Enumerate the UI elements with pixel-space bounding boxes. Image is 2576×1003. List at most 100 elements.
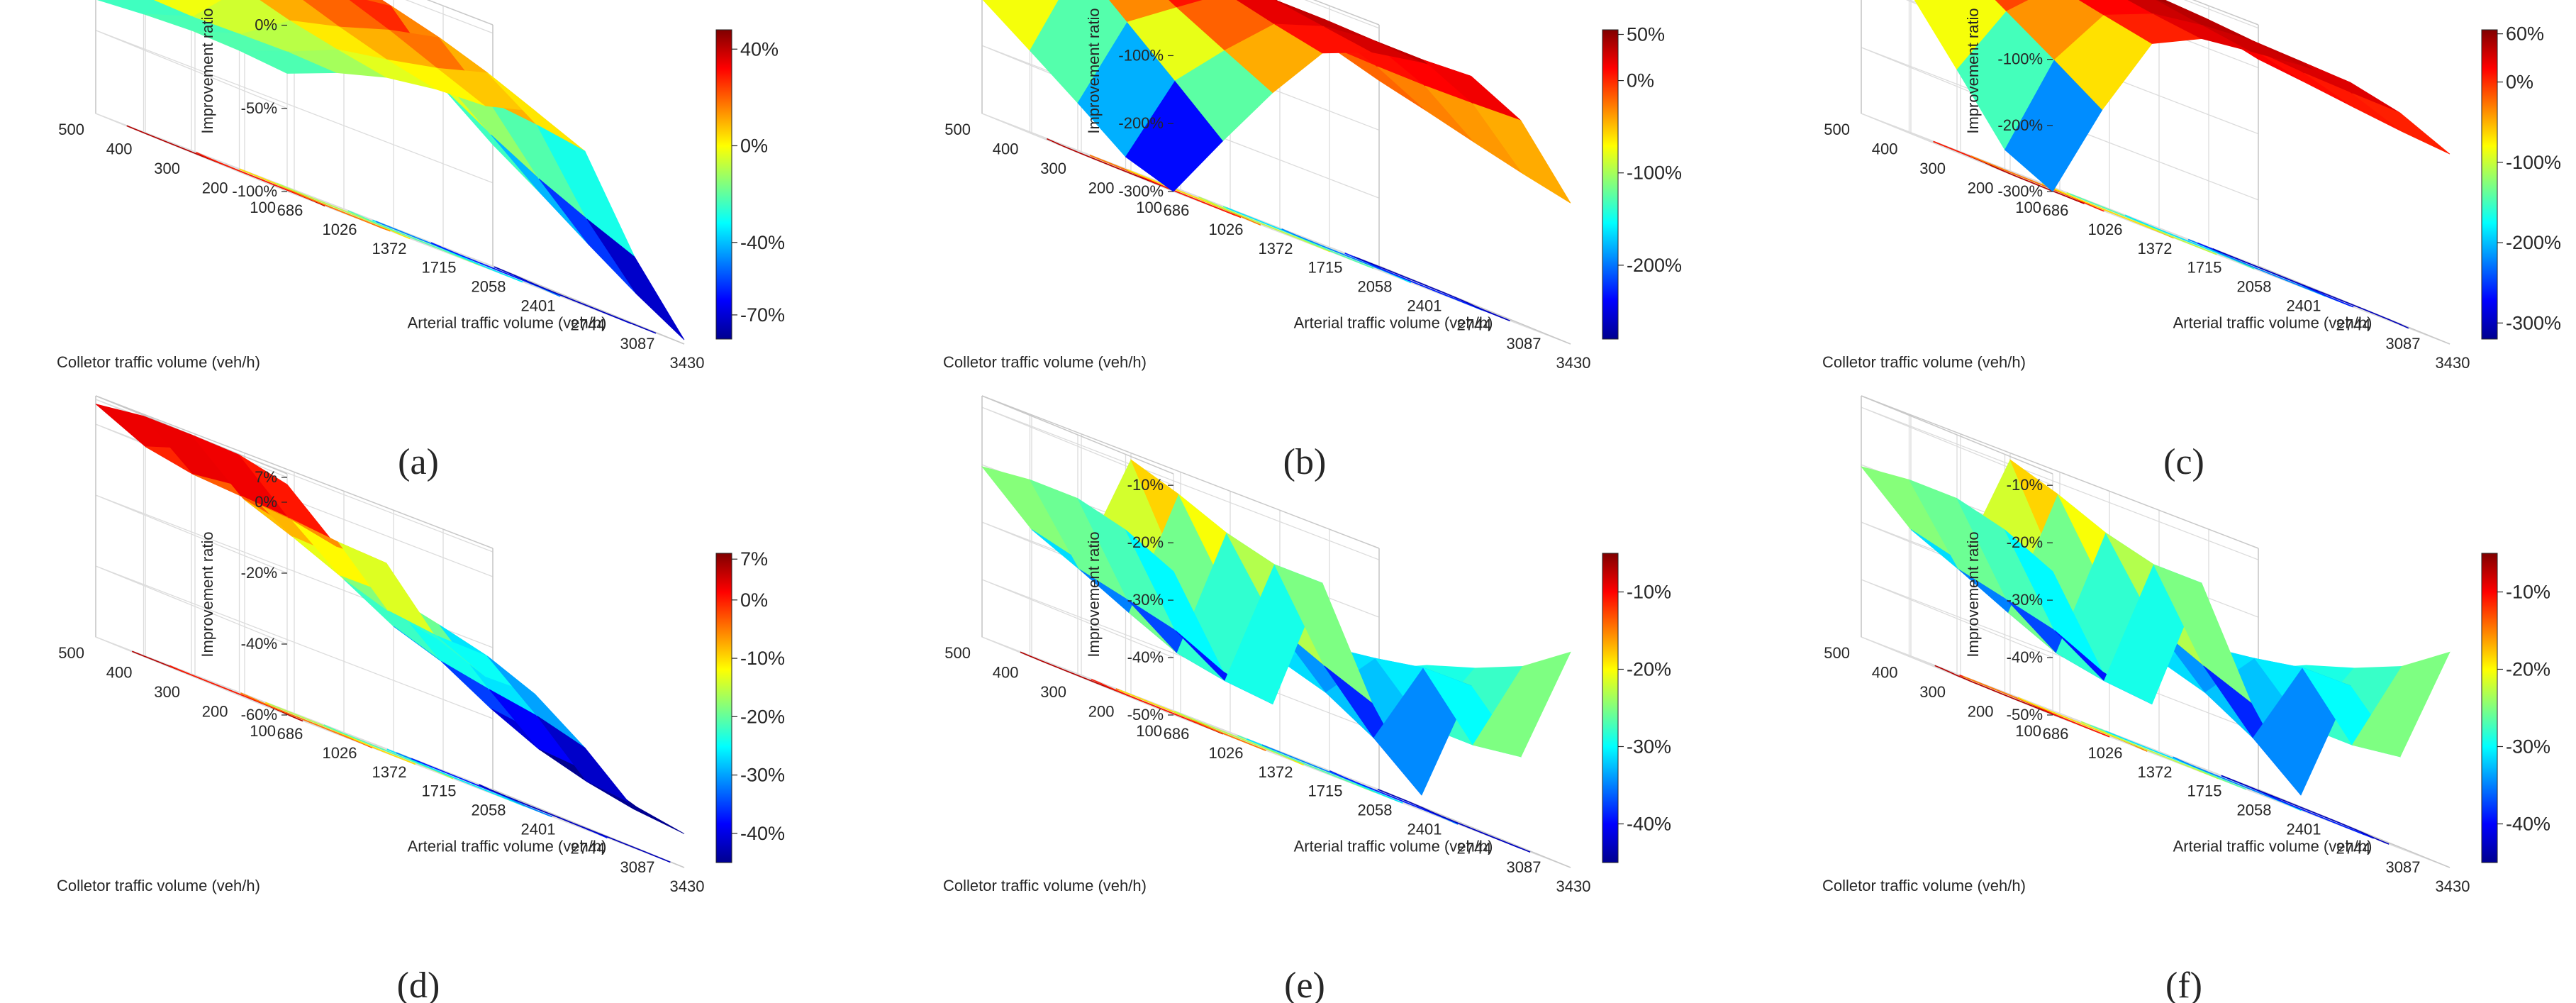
y-tick-label: 400 (993, 664, 1019, 682)
x-tick-label: 1372 (372, 240, 407, 257)
x-tick-label: 1026 (2088, 221, 2123, 238)
x-axis-label: Arterial traffic volume (veh/h) (408, 314, 607, 332)
surface (1914, 0, 2450, 192)
contour-line (479, 784, 671, 863)
x-tick-label: 1372 (2138, 763, 2173, 781)
y-tick-label: 400 (106, 664, 133, 682)
y-tick-label: 100 (1136, 722, 1162, 740)
contour-lines (132, 650, 671, 863)
x-axis-label: Arterial traffic volume (veh/h) (2173, 838, 2373, 855)
z-tick-label: 0% (255, 16, 277, 34)
colorbar (2481, 553, 2498, 863)
y-axis-label: Colletor traffic volume (veh/h) (57, 877, 260, 894)
x-axis-label: Arterial traffic volume (veh/h) (2173, 314, 2373, 332)
z-tick-label: -50% (2007, 706, 2043, 724)
colorbar-tick-label: 7% (740, 548, 768, 570)
y-axis-label: Colletor traffic volume (veh/h) (57, 353, 260, 371)
colorbar-tick-label: -30% (2506, 736, 2550, 758)
colorbar-tick-label: -40% (740, 232, 785, 253)
gridline-y (1908, 0, 2307, 287)
y-tick-label: 500 (58, 121, 84, 138)
x-tick-label: 3430 (2436, 354, 2470, 372)
z-tick-label: -200% (1997, 116, 2043, 134)
x-tick-label: 2058 (1358, 802, 1393, 819)
z-tick-label: -60% (241, 706, 277, 724)
x-tick-label: 686 (1164, 725, 1190, 743)
panel-label: (d) (397, 965, 440, 1003)
y-tick-label: 300 (154, 683, 180, 701)
z-tick-label: 0% (255, 493, 277, 511)
z-axis-label: Improvement ratio (1085, 531, 1103, 657)
x-tick-label: 2401 (1407, 297, 1442, 314)
colorbar-tick-label: 40% (740, 38, 779, 60)
y-tick-label: 300 (1919, 683, 1946, 701)
colorbar (715, 29, 732, 340)
surface (981, 459, 1571, 796)
x-tick-label: 3087 (620, 858, 655, 876)
z-axis-label: Improvement ratio (199, 8, 216, 133)
y-tick-label: 500 (944, 644, 971, 662)
colorbar-tick-label: -300% (2506, 312, 2561, 333)
z-tick-label: -50% (241, 99, 277, 117)
colorbar-tick-label: -10% (740, 648, 785, 669)
z-axis-label: Improvement ratio (1964, 8, 1982, 133)
colorbar-tick-label: 0% (740, 135, 768, 157)
y-axis-label: Colletor traffic volume (veh/h) (1822, 353, 2026, 371)
z-tick-label: -20% (2007, 533, 2043, 551)
x-tick-label: 3087 (1507, 335, 1541, 353)
x-tick-label: 3087 (2386, 335, 2421, 353)
x-axis-label: Arterial traffic volume (veh/h) (1294, 314, 1493, 332)
panel-label: (f) (2165, 965, 2202, 1003)
box-edge (1861, 395, 2259, 549)
colorbar-tick-label: -40% (1627, 814, 1671, 835)
x-tick-label: 3430 (1556, 354, 1591, 372)
colorbar-tick-label: -20% (1627, 659, 1671, 680)
box-edge (981, 395, 1174, 475)
x-tick-label: 2744 (1457, 316, 1492, 333)
colorbar-tick-label: -30% (1627, 736, 1671, 758)
contour-lines (1047, 138, 1510, 321)
contour-lines (1933, 140, 2409, 329)
z-tick-label: -20% (241, 564, 277, 582)
y-axis-label: Colletor traffic volume (veh/h) (943, 877, 1147, 894)
z-tick-label: -100% (1997, 50, 2043, 68)
z-tick-label: -10% (1127, 476, 1164, 494)
colorbar-tick-label: 0% (2506, 72, 2533, 93)
z-tick-label: -100% (1118, 46, 1164, 64)
x-tick-label: 2401 (521, 297, 556, 314)
x-tick-label: 2058 (2237, 802, 2272, 819)
x-axis-label: Arterial traffic volume (veh/h) (408, 838, 607, 855)
x-tick-label: 2058 (472, 278, 506, 296)
x-tick-label: 3430 (670, 354, 705, 372)
x-tick-label: 1026 (323, 221, 357, 238)
z-axis-label: Improvement ratio (199, 531, 216, 657)
x-tick-label: 1715 (1308, 259, 1343, 277)
y-tick-label: 200 (202, 179, 228, 197)
panel-label: (b) (1283, 442, 1327, 482)
y-tick-label: 400 (1872, 140, 1898, 158)
contour-line (2221, 775, 2390, 845)
surface-patch (1169, 0, 1205, 8)
z-tick-label: 0% (2020, 0, 2043, 2)
y-axis-label: Colletor traffic volume (veh/h) (943, 353, 1147, 371)
colorbar-tick-label: -70% (740, 304, 785, 326)
x-tick-label: 2744 (571, 839, 606, 857)
z-tick-label: -30% (2007, 591, 2043, 609)
panel-label: (a) (398, 442, 439, 482)
x-tick-label: 3087 (2386, 858, 2421, 876)
y-tick-label: 400 (106, 140, 133, 158)
z-tick-label: -40% (1127, 648, 1164, 666)
colorbar-tick-label: 0% (740, 589, 768, 611)
colorbar (1602, 29, 1619, 340)
surface-patch (2304, 72, 2402, 132)
x-tick-label: 2744 (2336, 839, 2371, 857)
surface-patch (2203, 25, 2302, 66)
y-tick-label: 200 (202, 703, 228, 721)
x-tick-label: 2058 (472, 802, 506, 819)
axes-box (95, 0, 685, 345)
x-tick-label: 686 (277, 201, 303, 219)
x-tick-label: 1372 (2138, 240, 2173, 257)
x-tick-label: 1715 (422, 259, 457, 277)
box-edge (981, 395, 1380, 549)
